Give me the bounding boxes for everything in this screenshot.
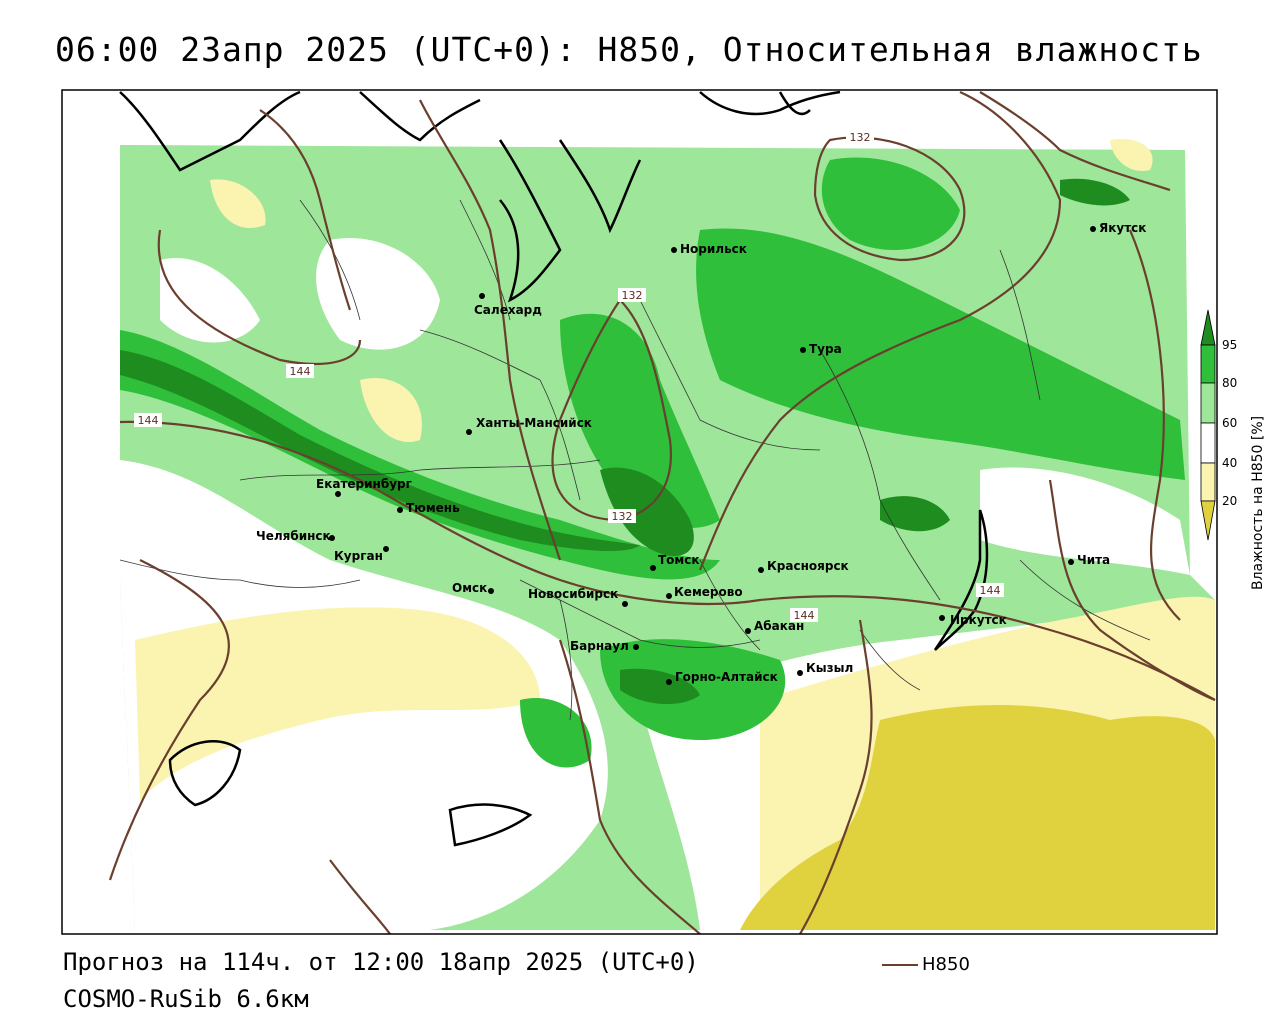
city-label: Салехард: [474, 303, 542, 317]
colorbar-40-60: [1200, 422, 1216, 464]
city-marker: [1090, 226, 1096, 232]
isoline-label: 132: [622, 289, 643, 302]
city-label: Абакан: [754, 619, 804, 633]
city-label: Екатеринбург: [316, 477, 412, 491]
city-label: Чита: [1077, 553, 1110, 567]
map-title: 06:00 23апр 2025 (UTC+0): H850, Относите…: [55, 30, 1203, 69]
city-label: Челябинск: [256, 529, 331, 543]
colorbar-title: Влажность на H850 [%]: [1250, 416, 1266, 590]
city-label: Кемерово: [674, 585, 743, 599]
city-marker: [383, 546, 389, 552]
h850-legend-label: H850: [922, 954, 970, 975]
colorbar: 95 80 60 40 20 Влажность на H850 [%]: [1200, 309, 1266, 590]
city-marker: [466, 429, 472, 435]
h850-isolines: [108, 90, 1216, 934]
city-marker: [479, 293, 485, 299]
colorbar-tick: 40: [1222, 456, 1237, 470]
city-label: Иркутск: [950, 613, 1007, 627]
h850-legend-line: [882, 964, 918, 966]
city-marker: [622, 601, 628, 607]
city-marker: [666, 593, 672, 599]
coastlines: [119, 90, 989, 847]
colorbar-tick: 80: [1222, 376, 1237, 390]
isoline-label: 132: [612, 510, 633, 523]
city-label: Тура: [809, 342, 842, 356]
colorbar-80-95: [1200, 344, 1216, 384]
city-marker: [488, 588, 494, 594]
city-label: Новосибирск: [528, 587, 618, 601]
colorbar-20-40: [1200, 462, 1216, 502]
city-label: Омск: [452, 581, 487, 595]
city-label: Курган: [334, 549, 383, 563]
isoline-label: 144: [138, 414, 159, 427]
city-label: Тюмень: [406, 501, 460, 515]
forecast-info: Прогноз на 114ч. от 12:00 18апр 2025 (UT…: [63, 948, 699, 976]
city-label: Якутск: [1099, 221, 1146, 235]
map-frame: [61, 89, 1218, 935]
city-marker: [1068, 559, 1074, 565]
city-marker: [939, 615, 945, 621]
city-marker: [633, 644, 639, 650]
model-name: COSMO-RuSib 6.6км: [63, 985, 309, 1013]
city-label: Ханты-Мансийск: [476, 416, 592, 430]
isoline-labels: 132 132 132 144 144 144 144: [134, 130, 1004, 622]
city-label: Горно-Алтайск: [675, 670, 778, 684]
isoline-label: 144: [794, 609, 815, 622]
city-marker: [758, 567, 764, 573]
isoline-label: 144: [290, 365, 311, 378]
city-marker: [329, 535, 335, 541]
city-marker: [800, 347, 806, 353]
city-marker: [671, 247, 677, 253]
colorbar-tick: 95: [1222, 338, 1237, 352]
city-marker: [650, 565, 656, 571]
admin-borders: [119, 199, 1151, 721]
colorbar-tick: 60: [1222, 416, 1237, 430]
colorbar-cap-bottom: [1200, 500, 1216, 541]
city-label: Томск: [658, 553, 700, 567]
city-label: Норильск: [680, 242, 747, 256]
city-marker: [335, 491, 341, 497]
city-label: Кызыл: [806, 661, 853, 675]
cities: Норильск Якутск Салехард Тура Ханты-Манс…: [256, 221, 1146, 685]
city-marker: [666, 679, 672, 685]
colorbar-tick: 20: [1222, 494, 1237, 508]
city-label: Красноярск: [767, 559, 849, 573]
city-marker: [397, 507, 403, 513]
city-marker: [797, 670, 803, 676]
isoline-label: 144: [980, 584, 1001, 597]
isoline-label: 132: [850, 131, 871, 144]
city-label: Барнаул: [570, 639, 629, 653]
city-marker: [745, 628, 751, 634]
colorbar-60-80: [1200, 382, 1216, 424]
